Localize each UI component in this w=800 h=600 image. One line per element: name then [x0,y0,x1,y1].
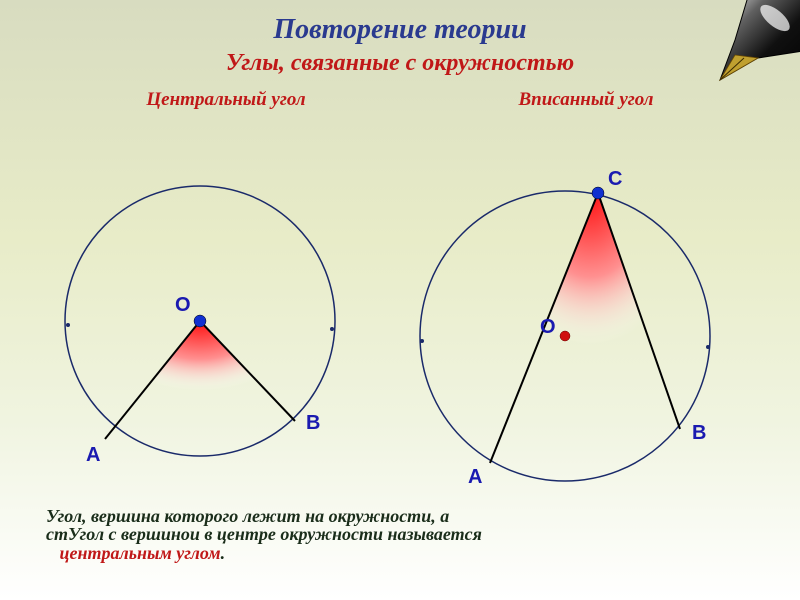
central-angle-label: Центральный угол [146,89,305,111]
central-angle-term: центральным углом [60,543,221,563]
svg-text:A: A [468,466,482,488]
svg-text:B: B [306,412,320,434]
definition-text: Угол, вершина которого лежит на окружнос… [46,505,766,565]
inscribed-angle-label: Вписанный угол [518,89,653,111]
svg-text:B: B [692,422,706,444]
svg-text:O: O [540,316,556,338]
svg-text:A: A [86,444,100,466]
def-dot1: . [221,543,226,563]
diagrams-svg: O A B C O A B [0,111,800,491]
diagram-area: OABCOAB [0,111,800,471]
svg-text:O: O [175,294,191,316]
pen-decoration [680,0,800,100]
svg-text:C: C [608,168,622,190]
